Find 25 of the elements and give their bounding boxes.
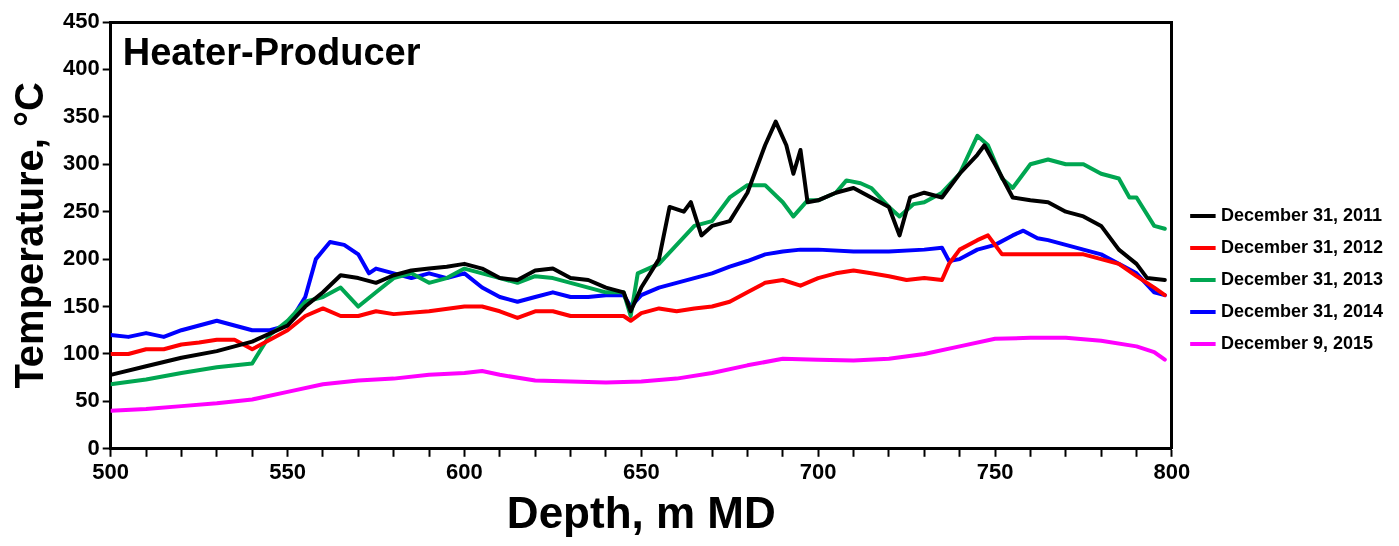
x-tick-label: 550	[269, 459, 306, 485]
y-tick-label: 100	[62, 340, 100, 366]
x-tick-label: 650	[622, 459, 660, 485]
y-tick-label: 250	[62, 197, 100, 223]
x-tick-label: 700	[799, 459, 837, 485]
x-tick-label: 800	[1153, 459, 1191, 485]
x-tick-label: 500	[92, 459, 130, 485]
x-axis-title: Depth, m MD	[506, 487, 776, 537]
x-tick-label: 750	[976, 459, 1014, 485]
legend-label: December 31, 2011	[1220, 204, 1383, 225]
x-tick-label: 600	[446, 459, 483, 485]
legend-label: December 31, 2012	[1220, 236, 1384, 257]
y-tick-label: 350	[62, 102, 100, 128]
y-tick-label: 300	[62, 150, 100, 176]
y-tick-label: 450	[62, 8, 100, 34]
legend-label: December 31, 2013	[1220, 268, 1384, 289]
y-tick-label: 50	[75, 387, 100, 413]
y-tick-label: 150	[62, 292, 100, 318]
y-tick-label: 400	[62, 55, 100, 81]
y-axis-title: Temperature, °C	[7, 82, 52, 389]
legend-label: December 31, 2014	[1220, 300, 1384, 321]
y-tick-label: 0	[87, 434, 100, 460]
legend-label: December 9, 2015	[1220, 332, 1373, 353]
chart-title: Heater-Producer	[122, 31, 421, 74]
y-tick-label: 200	[62, 245, 100, 271]
